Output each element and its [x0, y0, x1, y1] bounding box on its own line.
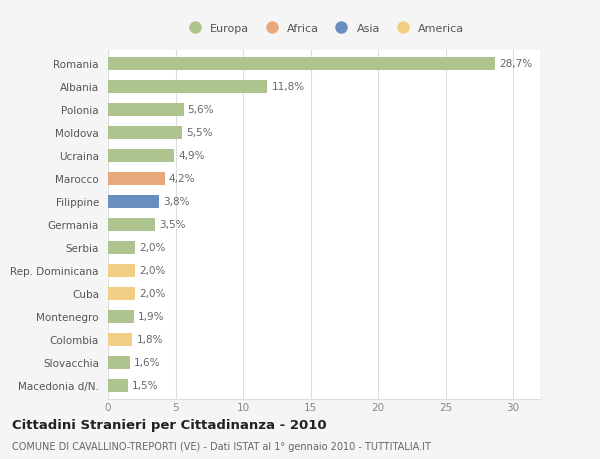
Bar [108, 150, 174, 162]
Text: 5,6%: 5,6% [188, 105, 214, 115]
Text: Cittadini Stranieri per Cittadinanza - 2010: Cittadini Stranieri per Cittadinanza - 2… [12, 418, 326, 431]
Text: 1,5%: 1,5% [133, 381, 159, 391]
Text: 1,8%: 1,8% [136, 335, 163, 345]
Bar [108, 287, 135, 300]
Bar [108, 127, 182, 140]
Bar [108, 173, 164, 185]
Bar [108, 58, 496, 71]
Bar [108, 104, 184, 117]
Text: 3,8%: 3,8% [163, 197, 190, 207]
Text: 4,2%: 4,2% [169, 174, 195, 184]
Bar [108, 333, 133, 346]
Text: 2,0%: 2,0% [139, 243, 166, 253]
Text: 4,9%: 4,9% [178, 151, 205, 161]
Text: 3,5%: 3,5% [160, 220, 186, 230]
Text: 28,7%: 28,7% [499, 59, 533, 69]
Text: 1,6%: 1,6% [134, 358, 160, 368]
Text: 2,0%: 2,0% [139, 289, 166, 299]
Text: 11,8%: 11,8% [271, 82, 304, 92]
Bar [108, 264, 135, 277]
Bar [108, 241, 135, 254]
Bar [108, 218, 155, 231]
Bar [108, 379, 128, 392]
Bar [108, 81, 268, 94]
Bar [108, 310, 134, 323]
Text: COMUNE DI CAVALLINO-TREPORTI (VE) - Dati ISTAT al 1° gennaio 2010 - TUTTITALIA.I: COMUNE DI CAVALLINO-TREPORTI (VE) - Dati… [12, 441, 431, 451]
Text: 2,0%: 2,0% [139, 266, 166, 276]
Text: 5,5%: 5,5% [187, 128, 213, 138]
Bar [108, 196, 160, 208]
Bar [108, 356, 130, 369]
Legend: Europa, Africa, Asia, America: Europa, Africa, Asia, America [179, 19, 469, 38]
Text: 1,9%: 1,9% [138, 312, 164, 322]
